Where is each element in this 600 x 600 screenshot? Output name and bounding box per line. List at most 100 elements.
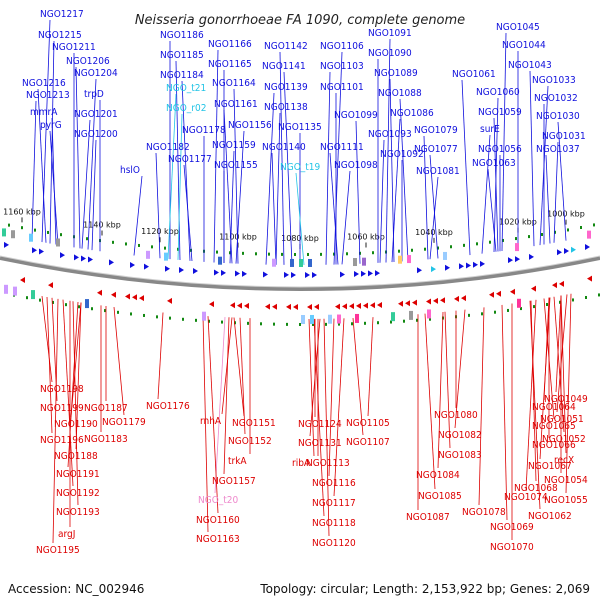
- forward-gene-arrow: [81, 255, 86, 262]
- tick-mark: [546, 302, 548, 306]
- tick-mark: [476, 242, 478, 246]
- reverse-gene-label: NGO1066: [532, 440, 576, 451]
- forward-gene-label: NGO1060: [476, 87, 520, 98]
- feature-block: [2, 228, 6, 237]
- forward-callout-line: [487, 168, 497, 252]
- tick-mark: [164, 246, 166, 250]
- forward-gene-label: NGO1182: [146, 142, 190, 153]
- reverse-callout-line: [530, 300, 537, 482]
- forward-gene-label: NGO1216: [22, 78, 66, 89]
- reverse-gene-arrow: [510, 288, 515, 295]
- reverse-gene-label: NGO1062: [528, 511, 572, 522]
- forward-gene-label: NGO1031: [542, 131, 586, 142]
- tick-mark: [21, 226, 23, 230]
- feature-block: [443, 251, 447, 260]
- reverse-gene-arrow: [559, 280, 564, 287]
- backbone-highlight: [0, 255, 600, 288]
- tick-mark: [91, 307, 93, 311]
- reverse-callout-line: [233, 317, 245, 417]
- tick-mark: [338, 322, 340, 326]
- forward-gene-labels: NGO1217NGO1215NGO1211NGO1206NGO1216NGO12…: [22, 9, 586, 177]
- tick-mark: [390, 320, 392, 324]
- forward-gene-label: NGO1155: [214, 160, 258, 171]
- feature-block: [272, 258, 276, 267]
- reverse-callout-line: [75, 302, 82, 450]
- tick-mark: [86, 237, 88, 241]
- reverse-gene-label: NGO1116: [312, 478, 356, 489]
- tick-mark: [268, 252, 270, 256]
- forward-gene-label: NGO1211: [52, 42, 96, 53]
- reverse-gene-arrow: [349, 303, 354, 310]
- tick-mark: [559, 300, 561, 304]
- forward-gene-label: trpD: [84, 89, 104, 100]
- reverse-gene-arrow: [48, 282, 53, 289]
- reverse-gene-label: rnhA: [200, 416, 222, 427]
- reverse-callout-line: [560, 295, 567, 454]
- forward-callout-line: [175, 60, 181, 261]
- reverse-callout-line: [207, 316, 219, 514]
- forward-callout-line: [213, 49, 219, 263]
- forward-gene-label: NGO1059: [478, 107, 522, 118]
- tick-mark: [502, 238, 504, 242]
- forward-gene-label: NGO1044: [502, 40, 546, 51]
- forward-callout-line: [177, 113, 183, 260]
- tick-mark: [515, 237, 517, 241]
- reverse-gene-label: NGO1157: [212, 476, 256, 487]
- feature-block: [355, 313, 359, 323]
- tick-mark: [325, 322, 327, 326]
- forward-callout-line: [429, 154, 439, 259]
- feature-block: [4, 284, 8, 294]
- forward-callout-line: [379, 139, 385, 263]
- forward-gene-arrow: [354, 270, 359, 277]
- forward-gene-label: NGO1204: [74, 68, 118, 79]
- tick-mark: [281, 252, 283, 256]
- forward-gene-arrow: [431, 266, 436, 273]
- reverse-gene-arrow: [489, 291, 494, 298]
- forward-gene-label: NGO1140: [262, 142, 306, 153]
- reverse-gene-label: NGO1069: [490, 522, 534, 533]
- reverse-gene-label: NGO1074: [504, 492, 548, 503]
- reverse-callout-line: [555, 295, 562, 393]
- forward-gene-label: NGO1061: [452, 69, 496, 80]
- forward-gene-arrow: [214, 269, 219, 276]
- reverse-callout-line: [437, 311, 444, 469]
- feature-block: [301, 314, 305, 324]
- forward-gene-label: NGO_t21: [166, 83, 206, 94]
- feature-block: [391, 312, 395, 322]
- feature-block: [11, 230, 15, 239]
- reverse-gene-label: NGO1187: [84, 403, 128, 414]
- forward-gene-arrow: [564, 247, 569, 254]
- feature-block: [56, 238, 60, 247]
- tick-mark: [346, 252, 348, 256]
- tick-mark: [299, 322, 301, 326]
- forward-gene-label: NGO1037: [536, 144, 580, 155]
- tick-mark: [221, 320, 223, 324]
- forward-gene-arrow: [340, 271, 345, 278]
- forward-callout-line: [87, 78, 97, 250]
- forward-gene-arrow: [242, 270, 247, 277]
- forward-gene-arrow: [417, 267, 422, 274]
- forward-callout-line: [529, 70, 535, 247]
- reverse-callout-line: [539, 297, 551, 460]
- reverse-gene-arrow: [440, 297, 445, 304]
- reverse-gene-arrow: [307, 303, 312, 310]
- feature-block: [146, 250, 150, 259]
- forward-callout-line: [385, 38, 391, 263]
- tick-mark: [312, 322, 314, 326]
- forward-gene-arrow: [235, 270, 240, 277]
- forward-gene-label: mmrA: [30, 107, 58, 118]
- forward-callout-line: [423, 135, 429, 260]
- gene-features: [2, 228, 592, 324]
- forward-callout-line: [341, 170, 351, 265]
- reverse-gene-arrow: [111, 291, 116, 298]
- forward-gene-label: NGO1099: [334, 110, 378, 121]
- reverse-gene-arrow: [405, 300, 410, 307]
- tick-mark: [372, 251, 374, 255]
- feature-block: [407, 255, 411, 264]
- forward-gene-label: NGO1077: [414, 144, 458, 155]
- reverse-gene-arrow: [265, 303, 270, 310]
- scale-tick-label: 1000 kbp: [547, 210, 585, 219]
- forward-gene-label: NGO1200: [74, 129, 118, 140]
- forward-gene-arrow: [305, 271, 310, 278]
